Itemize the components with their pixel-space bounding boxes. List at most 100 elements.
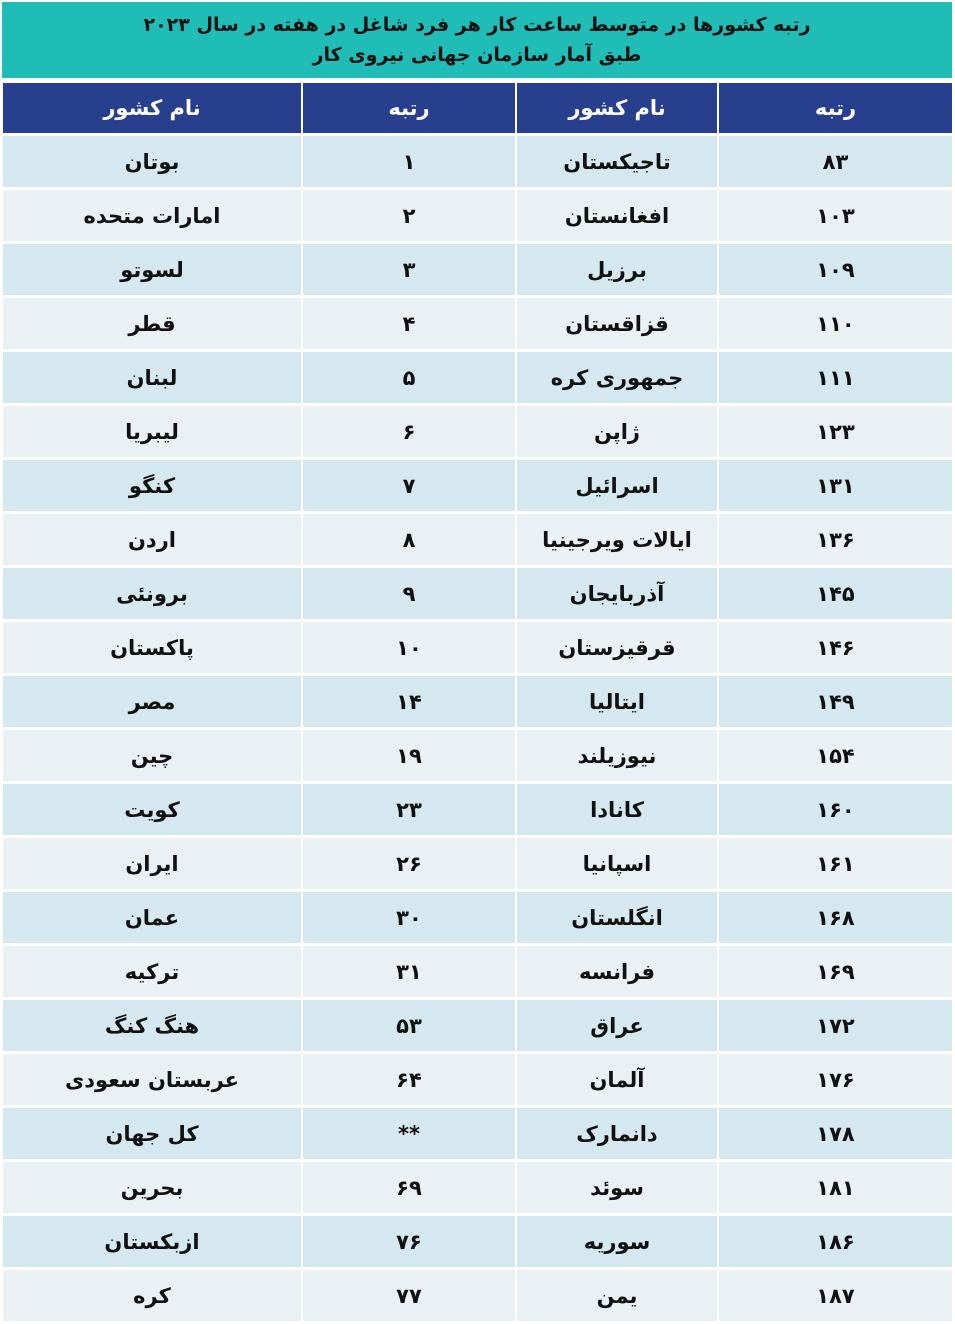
table-row: ۱۰۳ افغانستان ۲ امارات متحده: [3, 190, 952, 241]
rank-cell: ۱۶۰: [719, 784, 952, 835]
table-row: ۱۴۵ آذربایجان ۹ برونئی: [3, 568, 952, 619]
rank-cell: ۱۰۳: [719, 190, 952, 241]
country-cell: هنگ کنگ: [3, 1000, 301, 1051]
rank-cell: ۶۴: [303, 1054, 515, 1105]
table-row: ۱۸۶ سوریه ۷۶ ازبکستان: [3, 1216, 952, 1267]
ranking-table: رتبه نام کشور رتبه نام کشور ۸۳ تاجیکستان ۱…: [1, 80, 954, 1324]
table-row: ۱۶۸ انگلستان ۳۰ عمان: [3, 892, 952, 943]
country-cell: اردن: [3, 514, 301, 565]
country-cell: کنگو: [3, 460, 301, 511]
rank-cell: ۱۵۴: [719, 730, 952, 781]
country-cell: ازبکستان: [3, 1216, 301, 1267]
rank-cell: ۱۱۰: [719, 298, 952, 349]
country-cell: لیبریا: [3, 406, 301, 457]
country-cell: نیوزیلند: [517, 730, 717, 781]
rank-cell: ۱۴۶: [719, 622, 952, 673]
country-cell: افغانستان: [517, 190, 717, 241]
country-cell: برونئی: [3, 568, 301, 619]
country-cell: تاجیکستان: [517, 136, 717, 187]
country-cell: پاکستان: [3, 622, 301, 673]
country-cell: ایتالیا: [517, 676, 717, 727]
rank-cell: ۱۰۹: [719, 244, 952, 295]
rank-cell: ۳۰: [303, 892, 515, 943]
country-cell: آلمان: [517, 1054, 717, 1105]
country-cell: انگلستان: [517, 892, 717, 943]
header-rank: رتبه: [719, 83, 952, 133]
rank-cell: ۱۴: [303, 676, 515, 727]
country-cell: کانادا: [517, 784, 717, 835]
country-cell: بوتان: [3, 136, 301, 187]
table-row: ۱۱۰ قزاقستان ۴ قطر: [3, 298, 952, 349]
table-row: ۱۸۱ سوئد ۶۹ بحرین: [3, 1162, 952, 1213]
country-cell: چین: [3, 730, 301, 781]
rank-cell: ۱۱۱: [719, 352, 952, 403]
rank-cell: ۱۶۸: [719, 892, 952, 943]
table-row: ۱۸۷ یمن ۷۷ کره: [3, 1270, 952, 1321]
rank-cell: ۲۶: [303, 838, 515, 889]
header-country: نام کشور: [517, 83, 717, 133]
table-row: ۱۷۸ دانمارک ** کل جهان: [3, 1108, 952, 1159]
rank-cell: ۱۰: [303, 622, 515, 673]
country-cell: امارات متحده: [3, 190, 301, 241]
country-cell: ژاپن: [517, 406, 717, 457]
header-rank: رتبه: [303, 83, 515, 133]
rank-cell: ۷۷: [303, 1270, 515, 1321]
rank-cell: ۱۴۹: [719, 676, 952, 727]
rank-cell: ۱۷۲: [719, 1000, 952, 1051]
country-cell: دانمارک: [517, 1108, 717, 1159]
country-cell: ایالات ویرجینیا: [517, 514, 717, 565]
header-country: نام کشور: [3, 83, 301, 133]
table-row: ۱۶۹ فرانسه ۳۱ ترکیه: [3, 946, 952, 997]
rank-cell: ۱۶۱: [719, 838, 952, 889]
table-row: ۱۷۶ آلمان ۶۴ عربستان سعودی: [3, 1054, 952, 1105]
country-cell: برزیل: [517, 244, 717, 295]
country-cell: عراق: [517, 1000, 717, 1051]
rank-cell: **: [303, 1108, 515, 1159]
rank-cell: ۱۳۶: [719, 514, 952, 565]
table-row: ۱۶۱ اسپانیا ۲۶ ایران: [3, 838, 952, 889]
country-cell: کره: [3, 1270, 301, 1321]
country-cell: لسوتو: [3, 244, 301, 295]
country-cell: قزاقستان: [517, 298, 717, 349]
country-cell: سوئد: [517, 1162, 717, 1213]
country-cell: جمهوری کره: [517, 352, 717, 403]
table-row: ۱۷۲ عراق ۵۳ هنگ کنگ: [3, 1000, 952, 1051]
header-row: رتبه نام کشور رتبه نام کشور: [3, 83, 952, 133]
rank-cell: ۱۷۶: [719, 1054, 952, 1105]
country-cell: قطر: [3, 298, 301, 349]
country-cell: سوریه: [517, 1216, 717, 1267]
table-row: ۱۱۱ جمهوری کره ۵ لبنان: [3, 352, 952, 403]
table-row: ۱۰۹ برزیل ۳ لسوتو: [3, 244, 952, 295]
rank-cell: ۴: [303, 298, 515, 349]
rank-cell: ۷۶: [303, 1216, 515, 1267]
rank-cell: ۶: [303, 406, 515, 457]
rank-cell: ۹: [303, 568, 515, 619]
table-row: ۱۳۱ اسرائیل ۷ کنگو: [3, 460, 952, 511]
table-title: رتبه کشورها در متوسط ساعت کار هر فرد شاغ…: [2, 2, 952, 78]
table-row: ۱۳۶ ایالات ویرجینیا ۸ اردن: [3, 514, 952, 565]
rank-cell: ۲۳: [303, 784, 515, 835]
rank-cell: ۵: [303, 352, 515, 403]
country-cell: اسرائیل: [517, 460, 717, 511]
country-cell: عربستان سعودی: [3, 1054, 301, 1105]
country-cell: بحرین: [3, 1162, 301, 1213]
table-row: ۱۲۳ ژاپن ۶ لیبریا: [3, 406, 952, 457]
rank-cell: ۱۷۸: [719, 1108, 952, 1159]
country-cell: قرقیزستان: [517, 622, 717, 673]
country-cell: کویت: [3, 784, 301, 835]
table-row: ۱۶۰ کانادا ۲۳ کویت: [3, 784, 952, 835]
rank-cell: ۱۸۶: [719, 1216, 952, 1267]
table-row: ۱۴۶ قرقیزستان ۱۰ پاکستان: [3, 622, 952, 673]
table-row: ۱۴۹ ایتالیا ۱۴ مصر: [3, 676, 952, 727]
rank-cell: ۱۶۹: [719, 946, 952, 997]
country-cell: مصر: [3, 676, 301, 727]
country-cell: لبنان: [3, 352, 301, 403]
country-cell: عمان: [3, 892, 301, 943]
title-line-2: طبق آمار سازمان جهانی نیروی کار: [312, 44, 642, 66]
rank-cell: ۱: [303, 136, 515, 187]
rank-cell: ۶۹: [303, 1162, 515, 1213]
rank-cell: ۱۲۳: [719, 406, 952, 457]
rank-cell: ۵۳: [303, 1000, 515, 1051]
rank-cell: ۳: [303, 244, 515, 295]
rank-cell: ۲: [303, 190, 515, 241]
